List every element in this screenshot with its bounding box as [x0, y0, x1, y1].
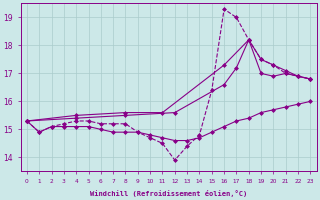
- X-axis label: Windchill (Refroidissement éolien,°C): Windchill (Refroidissement éolien,°C): [90, 190, 247, 197]
